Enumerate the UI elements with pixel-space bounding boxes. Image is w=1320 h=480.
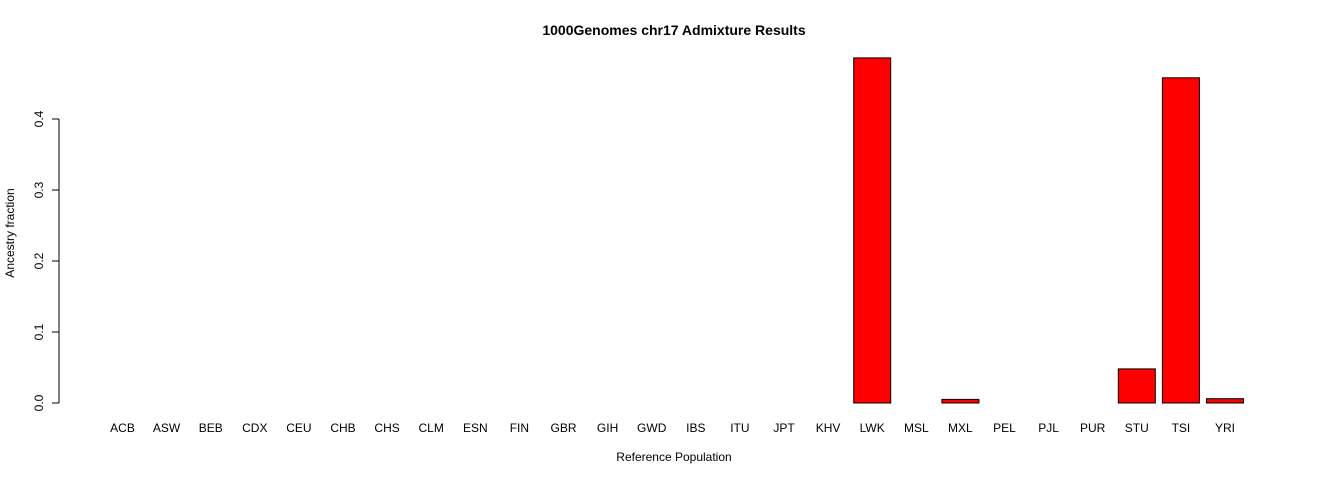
y-axis-label: Ancestry fraction (3, 188, 17, 277)
x-tick-label-gwd: GWD (637, 421, 667, 435)
x-tick-label-gbr: GBR (550, 421, 576, 435)
x-tick-label-pjl: PJL (1038, 421, 1059, 435)
bar-tsi (1161, 77, 1200, 404)
y-tick-label: 0.4 (32, 110, 46, 127)
x-axis-label: Reference Population (616, 450, 731, 464)
x-tick-label-msl: MSL (904, 421, 929, 435)
x-tick-label-esn: ESN (463, 421, 488, 435)
y-axis: 0.0 0.1 0.2 0.3 0.4 (32, 110, 60, 411)
x-tick-label-khv: KHV (816, 421, 841, 435)
y-tick-label: 0.2 (32, 252, 46, 269)
y-tick-label: 0.0 (32, 394, 46, 411)
x-tick-label-chs: CHS (374, 421, 399, 435)
x-tick-label-beb: BEB (199, 421, 223, 435)
bars-group (853, 57, 1244, 404)
x-tick-label-acb: ACB (110, 421, 135, 435)
bar-lwk (853, 57, 892, 404)
x-tick-label-ceu: CEU (286, 421, 311, 435)
x-tick-label-chb: CHB (330, 421, 355, 435)
x-tick-label-ibs: IBS (686, 421, 705, 435)
bar-stu (1117, 368, 1156, 404)
x-tick-labels: ACB ASW BEB CDX CEU CHB CHS CLM ESN FIN GBR GIH GWD I… (110, 421, 1235, 435)
x-tick-label-cdx: CDX (242, 421, 267, 435)
x-tick-label-yri: YRI (1215, 421, 1235, 435)
x-tick-label-fin: FIN (510, 421, 529, 435)
y-tick-label: 0.1 (32, 323, 46, 340)
bar-yri (1206, 398, 1244, 404)
x-tick-label-tsi: TSI (1172, 421, 1191, 435)
x-tick-label-itu: ITU (730, 421, 749, 435)
chart-title: 1000Genomes chr17 Admixture Results (542, 22, 805, 38)
x-tick-label-mxl: MXL (948, 421, 973, 435)
bar-mxl (941, 398, 980, 404)
x-tick-label-asw: ASW (153, 421, 181, 435)
x-tick-label-jpt: JPT (773, 421, 795, 435)
x-tick-label-pur: PUR (1080, 421, 1106, 435)
x-tick-label-gih: GIH (597, 421, 618, 435)
x-tick-label-clm: CLM (419, 421, 444, 435)
x-tick-label-stu: STU (1125, 421, 1149, 435)
x-tick-label-pel: PEL (993, 421, 1016, 435)
y-tick-label: 0.3 (32, 181, 46, 198)
x-tick-label-lwk: LWK (860, 421, 885, 435)
